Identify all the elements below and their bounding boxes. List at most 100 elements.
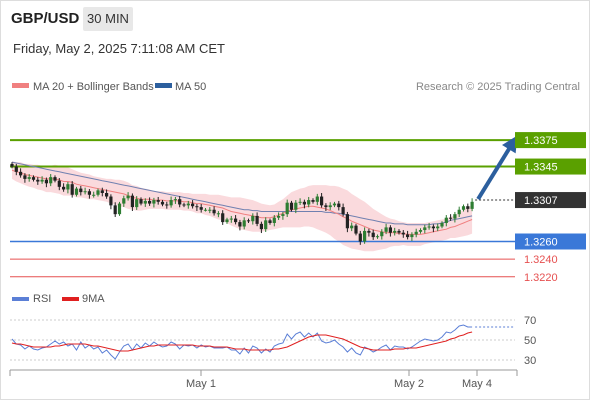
candle-body xyxy=(216,213,220,215)
candle xyxy=(423,224,427,234)
candle xyxy=(311,198,315,204)
candle-body xyxy=(234,218,238,223)
timeframe-button[interactable]: 30 MIN xyxy=(83,7,133,31)
rsi-ma-line xyxy=(11,331,473,352)
candle-body xyxy=(294,202,298,210)
candle-body xyxy=(272,217,276,223)
rsi-tick-label: 50 xyxy=(524,335,536,347)
candle xyxy=(388,225,392,237)
candle xyxy=(44,177,48,188)
candle xyxy=(470,198,474,212)
candle xyxy=(117,201,122,216)
resistance-tag xyxy=(515,158,586,175)
candle xyxy=(406,230,410,240)
candle-body xyxy=(135,199,139,208)
candle xyxy=(14,163,18,176)
candle-body xyxy=(105,193,109,197)
projection-arrow xyxy=(476,135,518,201)
candle-body xyxy=(148,200,152,204)
candle xyxy=(126,192,130,201)
bollinger-legend-label: MA 20 + Bollinger Bands xyxy=(33,81,154,93)
candle-body xyxy=(225,219,229,223)
candle xyxy=(27,174,31,182)
candle-body xyxy=(31,177,36,180)
candle-body xyxy=(242,220,246,227)
candle xyxy=(255,212,259,227)
candle-body xyxy=(298,201,302,203)
ma50-legend-swatch xyxy=(155,83,172,88)
candle-body xyxy=(195,206,199,208)
candle-body xyxy=(345,214,349,229)
candle xyxy=(371,229,375,240)
candle xyxy=(453,211,457,223)
candle-body xyxy=(436,226,440,229)
current-price-tag xyxy=(515,192,586,209)
candle-body xyxy=(100,190,104,193)
candle xyxy=(49,174,53,187)
rsi-ma-legend-swatch xyxy=(62,297,79,301)
candle-body xyxy=(324,205,328,208)
candle-body xyxy=(311,200,315,202)
candle-body xyxy=(289,202,294,210)
candle xyxy=(130,193,134,211)
candle xyxy=(173,196,177,204)
candle xyxy=(307,196,311,208)
candle-body xyxy=(79,188,83,193)
candle-body xyxy=(92,194,96,196)
candle-body xyxy=(255,215,259,224)
candle xyxy=(221,210,225,225)
candle-body xyxy=(238,222,242,227)
candle xyxy=(31,175,36,182)
candle-body xyxy=(182,204,186,206)
rsi-line xyxy=(11,324,473,360)
candle xyxy=(302,199,306,209)
candle-body xyxy=(384,227,388,232)
candle-body xyxy=(74,188,79,195)
candle xyxy=(40,176,44,184)
candle-body xyxy=(87,191,91,195)
candle-body xyxy=(49,177,53,184)
candle xyxy=(62,183,66,192)
candle xyxy=(113,202,117,217)
candle xyxy=(337,200,341,211)
candle xyxy=(449,214,453,221)
candle xyxy=(461,204,466,212)
candle xyxy=(466,203,470,213)
candle-body xyxy=(191,203,195,207)
candle xyxy=(225,217,229,224)
candle xyxy=(96,188,100,197)
candle-body xyxy=(302,201,306,205)
candle xyxy=(259,221,263,234)
candle xyxy=(100,187,104,197)
candle-body xyxy=(401,232,405,235)
ma50-line xyxy=(11,161,473,226)
arrow-shaft xyxy=(476,143,514,201)
candle xyxy=(238,219,242,231)
candle xyxy=(229,215,233,223)
candle xyxy=(418,228,423,234)
candle-body xyxy=(423,227,427,231)
candle xyxy=(345,211,349,233)
candle xyxy=(160,200,165,207)
legend: MA 20 + Bollinger Bands MA 50 Research ©… xyxy=(12,81,580,93)
candle xyxy=(350,222,354,232)
candle-body xyxy=(371,232,375,238)
candle-body xyxy=(40,179,44,182)
candle-body xyxy=(23,175,27,179)
candle xyxy=(384,223,388,235)
candle xyxy=(324,203,328,211)
ma50-legend-label: MA 50 xyxy=(175,81,206,93)
candle-body xyxy=(19,171,23,176)
candle xyxy=(105,189,109,199)
candle xyxy=(87,189,91,199)
levels-layer xyxy=(10,139,515,278)
rsi-tick-label: 70 xyxy=(524,315,536,327)
candle-body xyxy=(57,180,61,187)
symbol-title: GBP/USD xyxy=(11,10,80,27)
candle-body xyxy=(165,204,169,206)
candle-body xyxy=(397,230,401,233)
candle-body xyxy=(62,186,66,190)
rsi-grid: 70 50 30 xyxy=(10,315,536,367)
candle xyxy=(199,204,203,213)
candle-body xyxy=(36,179,40,182)
